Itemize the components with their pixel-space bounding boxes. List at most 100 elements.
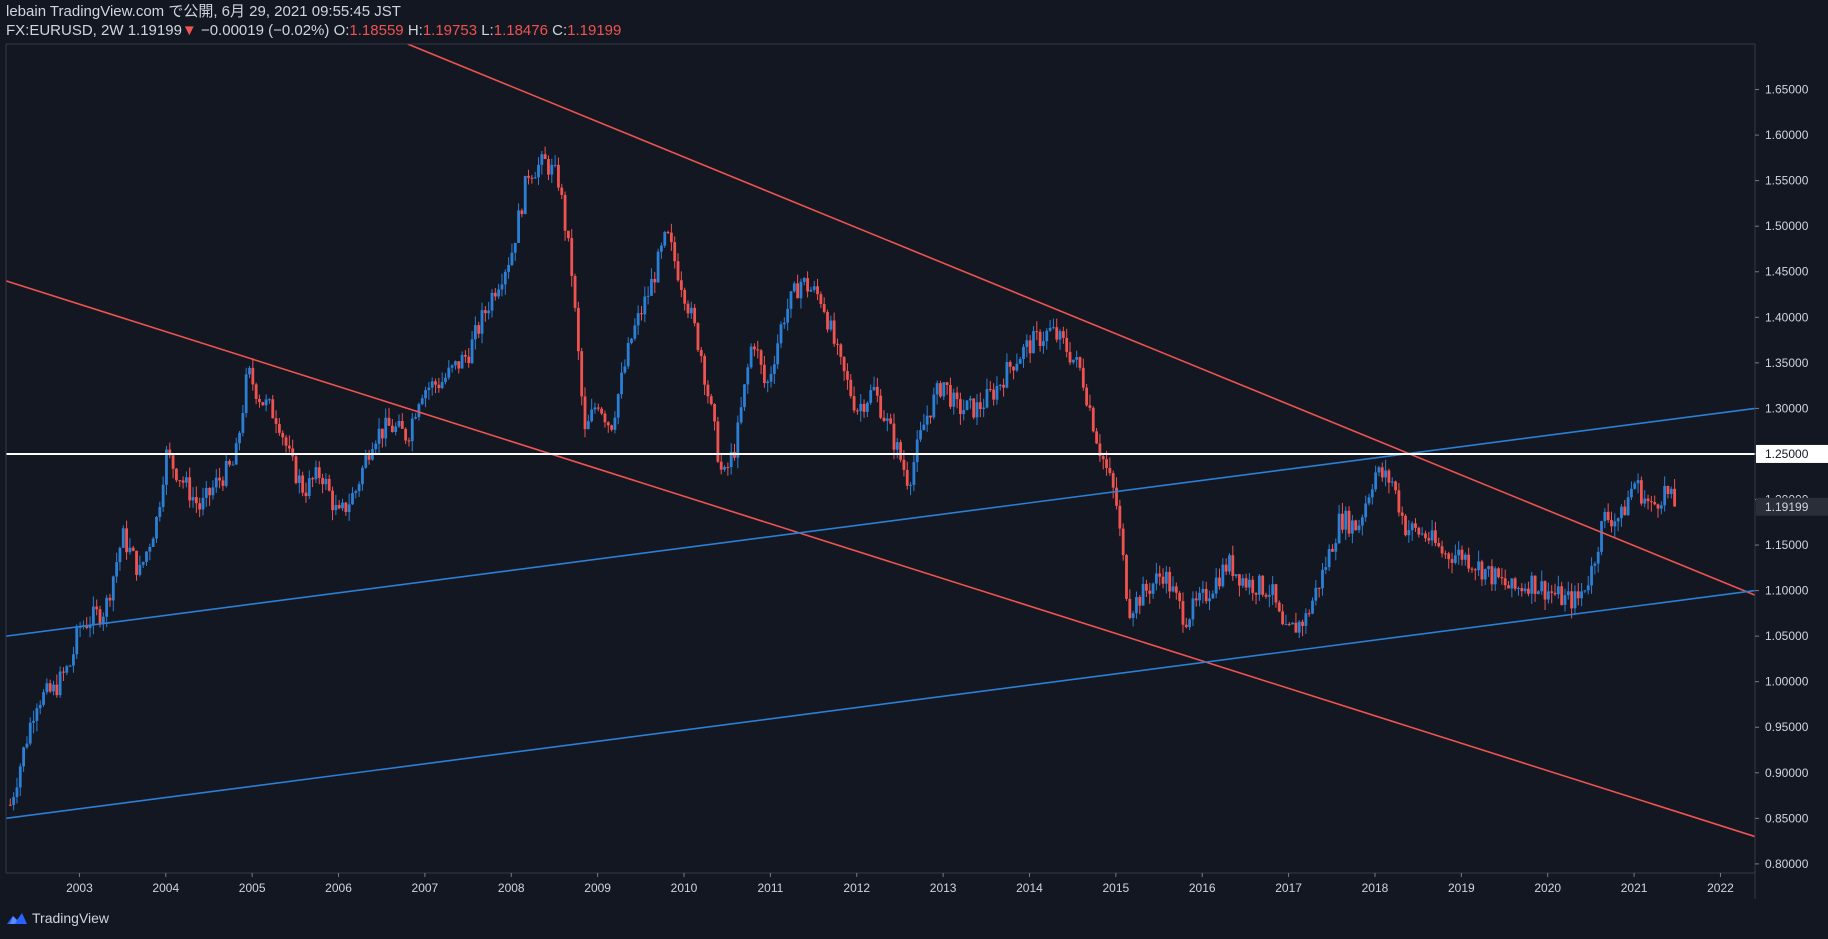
red-upper-trendline <box>407 43 1756 596</box>
candle-body <box>268 399 271 401</box>
candlestick-series <box>8 146 1677 811</box>
candle-body <box>925 415 929 425</box>
candle-body <box>596 407 600 409</box>
candle-body <box>1184 624 1188 628</box>
candle-body <box>1434 530 1437 544</box>
candle-body <box>1576 591 1580 599</box>
candle-body <box>520 210 524 215</box>
candle-body <box>1639 480 1643 504</box>
candle-body <box>762 364 766 384</box>
candle-body <box>1374 472 1378 490</box>
candle-body <box>1357 525 1361 531</box>
candle-body <box>1490 566 1494 585</box>
candle-body <box>1311 600 1314 614</box>
candle-body <box>1463 554 1467 560</box>
candle-body <box>244 374 248 414</box>
candle-body <box>1224 564 1228 572</box>
candle-body <box>1467 554 1471 569</box>
brand-label[interactable]: TradingView <box>32 910 110 926</box>
price-tick-label: 1.50000 <box>1765 219 1809 233</box>
last-price-label: 1.19199 <box>1765 500 1809 514</box>
candle-body <box>1214 577 1218 594</box>
high-label: H: <box>407 22 423 39</box>
candle-body <box>1443 553 1447 555</box>
candle-body <box>849 379 853 397</box>
candle-body <box>1503 578 1507 586</box>
candle-body <box>497 289 501 297</box>
candle-body <box>942 382 946 397</box>
candle-body <box>557 164 560 188</box>
candle-body <box>1603 511 1607 522</box>
price-tick-label: 0.90000 <box>1765 766 1809 780</box>
price-axis[interactable]: 0.80000 0.85000 0.90000 0.95000 1.00000 1.050… <box>1755 83 1828 871</box>
candle-body <box>214 477 218 488</box>
candle-body <box>1483 569 1487 580</box>
candle-body <box>1321 569 1324 589</box>
candle-body <box>175 468 178 481</box>
candle-body <box>307 478 311 497</box>
candle-body <box>1537 591 1540 594</box>
candle-body <box>1108 468 1112 474</box>
candle-body <box>55 684 59 696</box>
candle-body <box>1238 574 1241 586</box>
candle-body <box>98 609 102 624</box>
candle-body <box>570 238 574 276</box>
candle-body <box>895 442 899 450</box>
candle-body <box>1517 588 1520 590</box>
candle-body <box>1424 533 1427 539</box>
candle-body <box>420 398 424 405</box>
trendlines[interactable] <box>5 43 1756 838</box>
candle-body <box>414 417 417 419</box>
candle-body <box>281 432 285 438</box>
candle-body <box>1138 597 1142 606</box>
candle-body <box>1141 583 1145 606</box>
candle-body <box>1404 515 1407 536</box>
candle-body <box>321 478 324 485</box>
candle-body <box>660 245 663 252</box>
candle-body <box>1477 561 1481 571</box>
candle-body <box>304 492 308 497</box>
candle-body <box>666 232 670 234</box>
candle-body <box>85 625 89 628</box>
candle-body <box>470 339 474 364</box>
candle-body <box>683 289 687 304</box>
candle-body <box>1095 431 1098 444</box>
candle-body <box>1128 598 1132 618</box>
candle-body <box>128 547 132 553</box>
candle-body <box>1164 571 1168 584</box>
candle-body <box>334 504 338 511</box>
candle-body <box>550 164 554 175</box>
candle-body <box>1450 559 1454 563</box>
candle-body <box>640 313 643 315</box>
candle-body <box>374 443 378 450</box>
candle-body <box>91 606 95 625</box>
symbol-label[interactable]: FX:EURUSD, 2W <box>6 22 124 39</box>
candle-body <box>1533 575 1537 594</box>
candle-body <box>792 283 796 292</box>
candle-body <box>105 597 109 617</box>
candle-body <box>1460 549 1464 560</box>
candle-body <box>111 576 115 601</box>
tradingview-logo-icon[interactable] <box>6 911 28 925</box>
ohlc-legend: FX:EURUSD, 2W 1.19199▼ −0.00019 (−0.02%)… <box>6 21 621 40</box>
candle-body <box>852 396 856 411</box>
candle-body <box>394 426 398 432</box>
candle-body <box>902 459 906 470</box>
candle-body <box>12 797 16 805</box>
candle-body <box>224 460 228 486</box>
candle-body <box>1331 548 1334 552</box>
candle-body <box>347 504 351 512</box>
candle-body <box>1553 592 1557 595</box>
candle-body <box>1633 483 1637 489</box>
candle-body <box>1550 591 1554 593</box>
candle-body <box>1251 579 1255 593</box>
candle-body <box>600 408 604 414</box>
candle-body <box>108 597 112 601</box>
candle-body <box>1480 561 1484 580</box>
candle-body <box>879 395 883 418</box>
candle-body <box>168 449 172 456</box>
time-axis[interactable]: 2003 2004 2005 2006 2007 2008 2009 2010 2011 2012… <box>66 873 1734 895</box>
candle-body <box>1244 578 1248 588</box>
candle-body <box>88 624 92 628</box>
